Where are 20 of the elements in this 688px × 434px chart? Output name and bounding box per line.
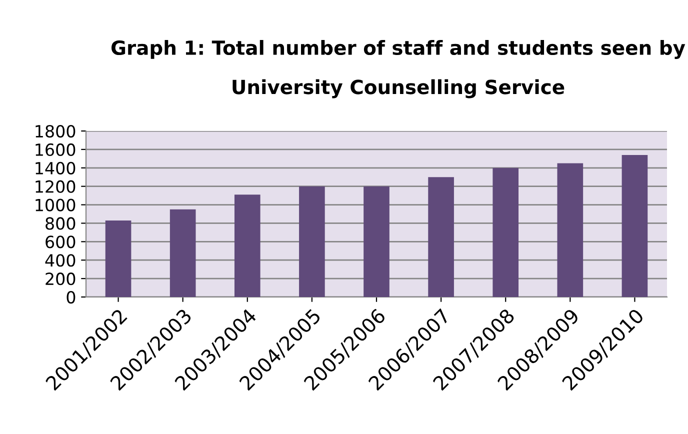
- bar: [299, 186, 325, 297]
- y-tick-label: 800: [46, 217, 76, 230]
- y-tick-label: 1000: [36, 198, 76, 212]
- chart-title: Graph 1: Total number of staff and students seen by University Counselling Service: [112, 40, 686, 98]
- y-tick-label: 400: [45, 254, 76, 267]
- bar: [622, 154, 648, 297]
- y-tick-label: 1600: [36, 143, 76, 156]
- bar: [105, 220, 132, 297]
- y-tick-label: 600: [46, 236, 76, 248]
- y-tick-label: 1800: [36, 124, 76, 138]
- bar: [428, 177, 454, 297]
- bar: [364, 186, 390, 297]
- bar: [234, 194, 260, 297]
- y-tick-label: 0: [66, 290, 76, 304]
- y-tick-label: 1200: [36, 180, 76, 193]
- bar: [557, 163, 584, 297]
- bar: [492, 168, 519, 297]
- bar: [170, 209, 196, 297]
- y-tick-label: 200: [46, 272, 76, 286]
- y-tick-label: 1400: [36, 162, 76, 174]
